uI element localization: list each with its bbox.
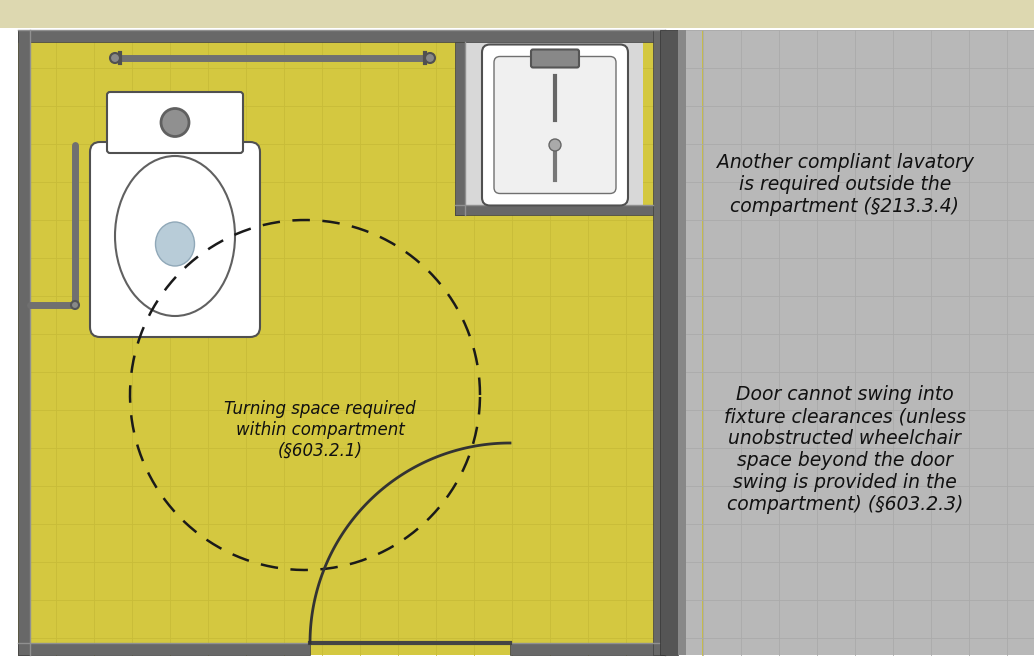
Circle shape: [110, 53, 120, 63]
Ellipse shape: [155, 222, 194, 266]
Circle shape: [71, 301, 79, 309]
Text: Door cannot swing into
fixture clearances (unless
unobstructed wheelchair
space : Door cannot swing into fixture clearance…: [724, 386, 966, 515]
FancyBboxPatch shape: [107, 92, 243, 153]
Circle shape: [425, 53, 435, 63]
Bar: [465, 42, 643, 205]
Bar: [18, 30, 665, 655]
FancyBboxPatch shape: [531, 50, 579, 67]
Bar: [653, 30, 665, 655]
Bar: [455, 205, 653, 215]
Bar: [510, 643, 665, 655]
Bar: [455, 42, 465, 215]
Bar: [18, 643, 310, 655]
Bar: [18, 30, 665, 42]
FancyBboxPatch shape: [482, 44, 628, 206]
FancyBboxPatch shape: [494, 56, 616, 194]
Bar: [678, 30, 686, 655]
Bar: [18, 30, 30, 655]
Bar: [660, 30, 678, 655]
Bar: [0, 0, 1034, 28]
Text: Another compliant lavatory
is required outside the
compartment (§213.3.4): Another compliant lavatory is required o…: [717, 153, 973, 216]
FancyBboxPatch shape: [90, 142, 260, 337]
Circle shape: [161, 108, 189, 136]
Circle shape: [549, 139, 561, 151]
Bar: [665, 30, 1034, 655]
Text: Turning space required
within compartment
(§603.2.1): Turning space required within compartmen…: [224, 401, 416, 460]
